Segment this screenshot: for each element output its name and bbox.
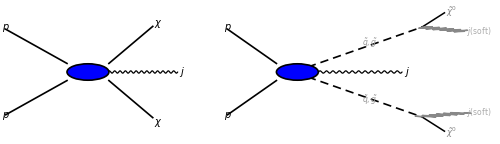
Text: $p$: $p$ — [2, 110, 10, 122]
Text: $\chi$: $\chi$ — [154, 18, 163, 30]
Ellipse shape — [67, 64, 109, 80]
Text: $j$(soft): $j$(soft) — [467, 106, 491, 119]
Ellipse shape — [276, 64, 318, 80]
Text: $\tilde{\chi}^0$: $\tilde{\chi}^0$ — [446, 4, 456, 19]
Text: $j$: $j$ — [179, 65, 185, 79]
Text: $j$(soft): $j$(soft) — [467, 25, 491, 38]
Text: $p$: $p$ — [224, 110, 232, 122]
Text: $\chi$: $\chi$ — [154, 117, 163, 129]
Text: $p$: $p$ — [224, 22, 232, 34]
Text: $j$: $j$ — [404, 65, 409, 79]
Text: $\tilde{q},\tilde{g}$: $\tilde{q},\tilde{g}$ — [362, 37, 378, 50]
Text: $p$: $p$ — [2, 22, 10, 34]
Text: $\tilde{\chi}^0$: $\tilde{\chi}^0$ — [446, 125, 456, 140]
Text: $\tilde{q},\tilde{g}$: $\tilde{q},\tilde{g}$ — [362, 94, 378, 107]
